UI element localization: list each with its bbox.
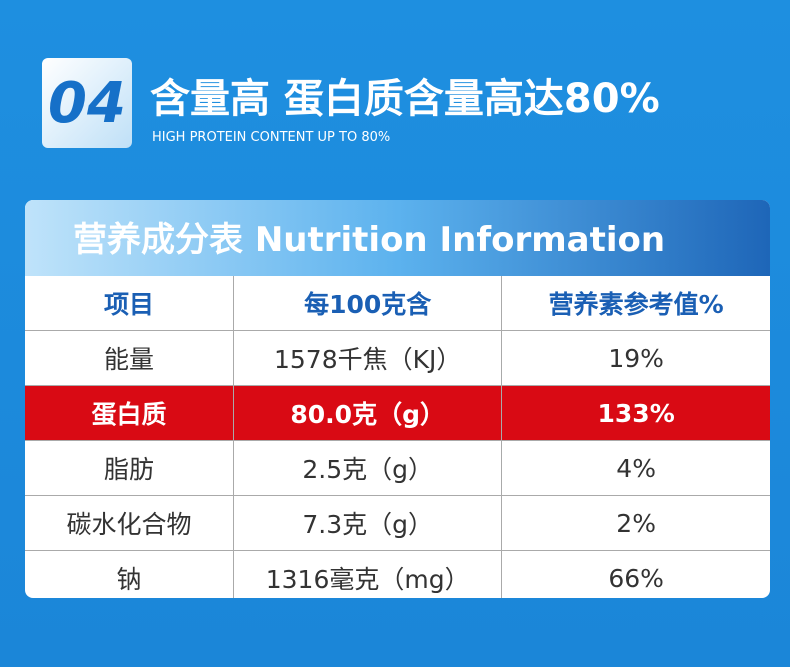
- table-title: 营养成分表 Nutrition Information: [25, 200, 770, 276]
- table-row: 项目 每100克含 营养素参考值%: [25, 276, 770, 331]
- title: 含量高 蛋白质含量高达80%: [150, 76, 660, 122]
- table-cell: 7.3克（g）: [233, 495, 503, 551]
- table-row: 蛋白质 80.0克（g） 133%: [25, 385, 770, 441]
- table-row: 钠 1316毫克（mg） 66%: [25, 550, 770, 598]
- table-row: 能量 1578千焦（KJ） 19%: [25, 330, 770, 386]
- table-cell: 19%: [501, 330, 770, 386]
- table-row: 脂肪 2.5克（g） 4%: [25, 440, 770, 496]
- table-cell: 133%: [501, 385, 770, 441]
- table-cell: 2.5克（g）: [233, 440, 503, 496]
- table-cell: 每100克含: [233, 276, 503, 331]
- nutrition-table: 项目 每100克含 营养素参考值% 能量 1578千焦（KJ） 19% 蛋白质 80.0克（g…: [25, 276, 770, 598]
- table-cell: 项目: [25, 276, 235, 331]
- table-cell: 80.0克（g）: [233, 385, 503, 441]
- table-cell: 能量: [25, 330, 235, 386]
- table-cell: 2%: [501, 495, 770, 551]
- nutrition-card: 营养成分表 Nutrition Information 项目 每100克含 营养素参…: [25, 200, 770, 598]
- table-cell: 碳水化合物: [25, 495, 235, 551]
- subtitle: HIGH PROTEIN CONTENT UP TO 80%: [152, 130, 391, 145]
- table-cell: 4%: [501, 440, 770, 496]
- table-cell: 钠: [25, 550, 235, 598]
- table-row: 碳水化合物 7.3克（g） 2%: [25, 495, 770, 551]
- table-cell: 蛋白质: [25, 385, 235, 441]
- table-cell: 营养素参考值%: [501, 276, 770, 331]
- table-cell: 1578千焦（KJ）: [233, 330, 503, 386]
- table-cell: 66%: [501, 550, 770, 598]
- table-cell: 1316毫克（mg）: [233, 550, 503, 598]
- badge: 04: [42, 58, 132, 148]
- table-cell: 脂肪: [25, 440, 235, 496]
